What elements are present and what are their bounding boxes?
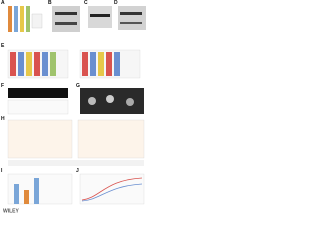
legend-box xyxy=(31,13,43,29)
plot-area xyxy=(7,99,69,115)
panel-a-graphic xyxy=(8,6,43,32)
panel-label: B xyxy=(48,0,52,6)
panel-label: I xyxy=(1,168,3,174)
panel-label: J xyxy=(76,168,79,174)
blot-band xyxy=(90,14,110,17)
panel-label: E xyxy=(1,43,5,49)
bar-shape xyxy=(34,178,39,204)
plot-area xyxy=(77,119,145,159)
panel-e-graphic xyxy=(7,49,141,79)
cell-shape xyxy=(88,97,96,105)
curve-shape xyxy=(81,183,143,202)
panel-label: D xyxy=(114,0,118,6)
bar-shape xyxy=(26,6,30,32)
bar-shape xyxy=(8,6,12,32)
blot-band xyxy=(55,22,77,25)
blot-band xyxy=(120,12,142,15)
cell-shape xyxy=(106,95,114,103)
bar-shape xyxy=(14,6,18,32)
bar-shape xyxy=(14,184,19,204)
blot-image xyxy=(52,6,80,32)
blot-image xyxy=(118,6,146,30)
bar-shape xyxy=(20,6,24,32)
micrograph xyxy=(8,88,68,98)
panel-label: F xyxy=(1,83,4,89)
table-strip xyxy=(8,160,144,166)
publisher-logo: WILEY xyxy=(3,208,19,214)
panel-label: A xyxy=(1,0,5,6)
panel-label: C xyxy=(84,0,88,6)
cell-shape xyxy=(126,98,134,106)
figure: WILEY A B C D E F G H I J xyxy=(1,0,146,214)
panel-label: H xyxy=(1,116,5,122)
blot-band xyxy=(55,12,77,15)
curve-shape xyxy=(81,177,143,201)
blot-band xyxy=(120,22,142,24)
bar-shape xyxy=(24,190,29,204)
plot-area xyxy=(7,119,73,159)
panel-label: G xyxy=(76,83,80,89)
